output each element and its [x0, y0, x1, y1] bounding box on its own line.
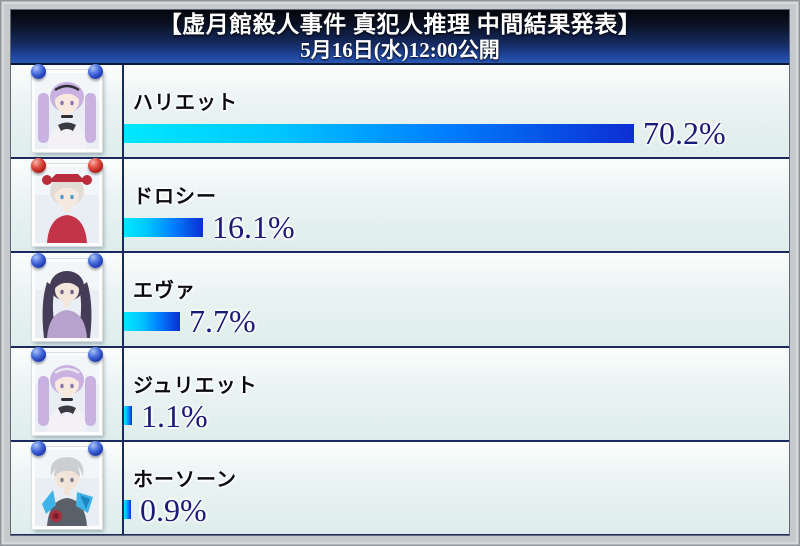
character-card — [30, 440, 103, 529]
vote-percentage: 7.7% — [189, 303, 256, 340]
results-board: 【虚月館殺人事件 真犯人推理 中間結果発表】 5月16日(水)12:00公開 ハ… — [10, 9, 790, 536]
portrait-cell — [11, 252, 124, 346]
header-date: 5月16日(水)12:00公開 — [300, 37, 500, 62]
hawthorne-portrait — [34, 449, 99, 526]
vote-bar — [124, 311, 180, 331]
pin-icon — [87, 346, 103, 362]
pin-icon — [87, 440, 103, 456]
portrait-cell — [11, 158, 124, 252]
portrait-cell — [11, 346, 124, 440]
results-list: ハリエット 70.2% ドロシー 16.1% — [11, 64, 789, 536]
character-card — [30, 64, 103, 153]
result-content: ホーソーン 0.9% — [124, 442, 789, 534]
result-content: ジュリエット 1.1% — [124, 348, 789, 440]
portrait-cell — [11, 440, 124, 535]
juliet-portrait — [34, 355, 99, 432]
pin-icon — [87, 64, 103, 80]
result-row-5: ホーソーン 0.9% — [11, 440, 789, 536]
vote-percentage: 16.1% — [212, 209, 295, 246]
character-card — [30, 158, 103, 247]
pin-icon — [30, 346, 46, 362]
vote-bar-line: 1.1% — [124, 400, 208, 432]
portrait-cell — [11, 64, 124, 158]
result-content: エヴァ 7.7% — [124, 253, 789, 345]
pin-icon — [30, 252, 46, 268]
pin-icon — [30, 158, 46, 174]
character-name: ハリエット — [133, 92, 238, 114]
result-row-2: ドロシー 16.1% — [11, 158, 789, 254]
character-name: ホーソーン — [133, 468, 237, 491]
vote-percentage: 0.9% — [140, 491, 207, 528]
pin-icon — [87, 158, 103, 174]
character-card — [30, 252, 103, 341]
character-name: ジュリエット — [133, 374, 258, 397]
pin-icon — [30, 64, 46, 80]
vote-bar-line: 16.1% — [124, 211, 295, 243]
character-name: エヴァ — [133, 280, 196, 303]
header-banner: 【虚月館殺人事件 真犯人推理 中間結果発表】 5月16日(水)12:00公開 — [11, 10, 789, 65]
vote-bar — [124, 500, 131, 520]
eva-portrait — [34, 261, 99, 338]
result-row-1: ハリエット 70.2% — [11, 64, 789, 160]
vote-percentage: 1.1% — [141, 397, 208, 434]
result-row-3: エヴァ 7.7% — [11, 252, 789, 348]
result-content: ハリエット 70.2% — [124, 65, 789, 157]
vote-bar — [124, 123, 634, 143]
header-title: 【虚月館殺人事件 真犯人推理 中間結果発表】 — [158, 11, 642, 37]
pin-icon — [87, 252, 103, 268]
vote-percentage: 70.2% — [643, 115, 726, 151]
vote-bar — [124, 406, 132, 426]
dorothy-portrait — [34, 167, 99, 244]
vote-bar-line: 0.9% — [124, 494, 207, 526]
result-row-4: ジュリエット 1.1% — [11, 346, 789, 442]
pin-icon — [30, 440, 46, 456]
result-content: ドロシー 16.1% — [124, 159, 789, 251]
vote-bar — [124, 217, 203, 237]
vote-bar-line: 70.2% — [124, 117, 726, 149]
character-card — [30, 346, 103, 435]
character-name: ドロシー — [133, 186, 217, 209]
vote-bar-line: 7.7% — [124, 305, 256, 337]
harriet-portrait — [34, 73, 99, 150]
